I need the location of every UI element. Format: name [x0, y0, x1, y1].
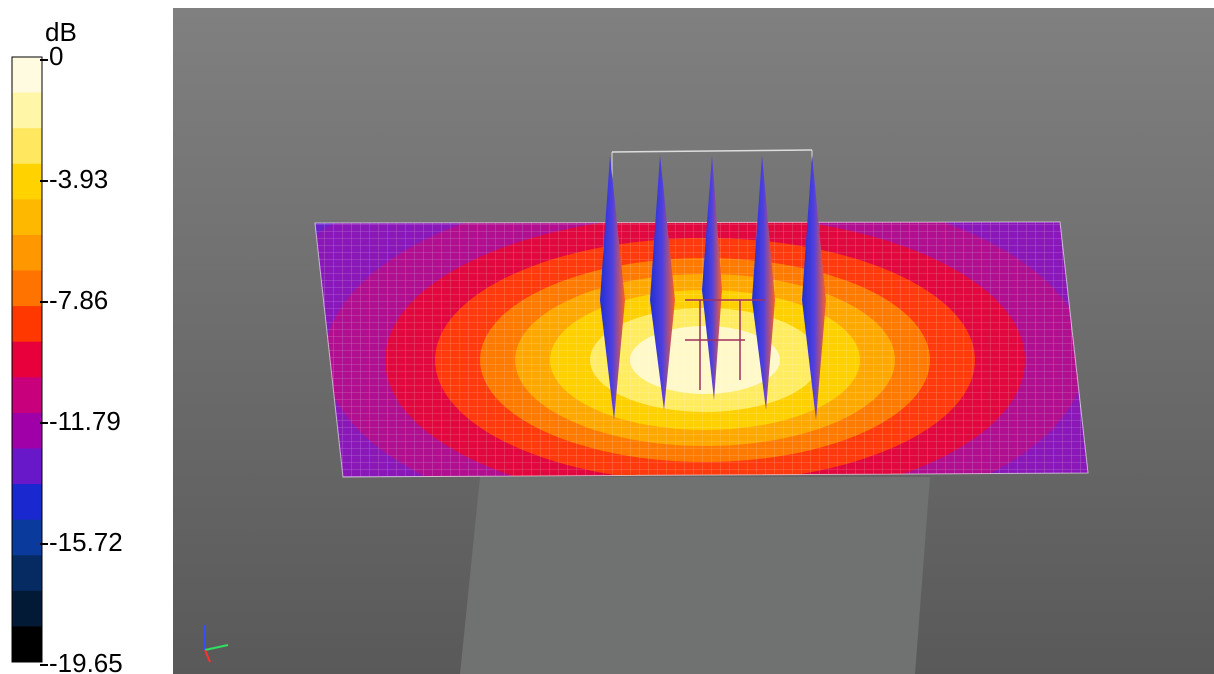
colorbar-tick-label: -19.65: [49, 648, 123, 674]
colorbar-segment: [12, 590, 42, 627]
colorbar-segment: [12, 519, 42, 556]
colorbar-tick-label: 0: [49, 41, 63, 71]
colorbar-segment: [12, 163, 42, 200]
colorbar-tick-label: -15.72: [49, 527, 123, 557]
colorbar-segment: [12, 128, 42, 165]
colorbar-segment: [12, 341, 42, 378]
colorbar-segment: [12, 92, 42, 129]
colorbar-ticks: 0 -3.93 -7.86 -11.79 -15.72 -19.65: [40, 41, 123, 674]
antenna-array: [600, 149, 826, 420]
colorbar-segment: [12, 626, 42, 663]
colorbar-border: [11, 56, 43, 663]
colorbar-segment: [12, 484, 42, 521]
colorbar-segment: [12, 270, 42, 307]
colorbar-segment: [12, 57, 42, 94]
colorbar-segment: [12, 234, 42, 272]
colorbar-segment: [12, 306, 42, 343]
colorbar-unit: dB: [45, 17, 77, 47]
colorbar-segment: [12, 555, 42, 592]
colorbar-segment: [12, 448, 42, 485]
colorbar-tick-label: -7.86: [49, 285, 108, 315]
colorbar: [11, 56, 43, 663]
colorbar-segment: [12, 412, 42, 449]
substrate: [460, 477, 930, 674]
axes-triad: [204, 625, 229, 663]
colorbar-tick-label: -3.93: [49, 164, 108, 194]
colorbar-segment: [12, 199, 42, 236]
colorbar-tick-label: -11.79: [49, 406, 121, 436]
colorbar-segment: [12, 377, 42, 414]
